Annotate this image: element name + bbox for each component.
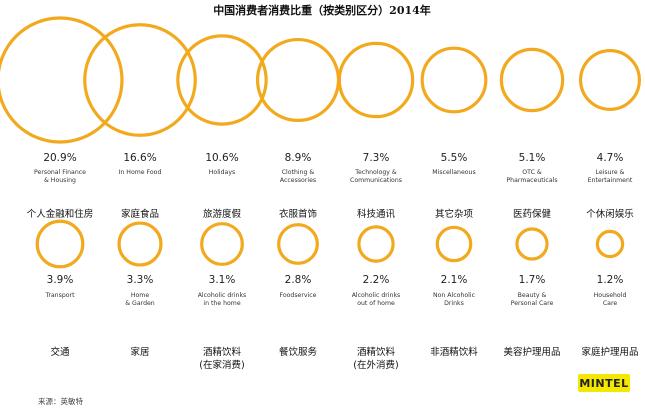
- bubble-5: [337, 41, 415, 119]
- value-label-4: 8.9%: [285, 152, 312, 164]
- category-label-en-16: Care: [603, 300, 618, 307]
- bubble-12: [277, 223, 319, 265]
- category-label-en-9: Transport: [44, 292, 75, 299]
- category-label-en-5: Communications: [350, 177, 402, 184]
- value-label-15: 1.7%: [519, 274, 546, 286]
- category-label-zh-1: 个人金融和住房: [27, 208, 94, 220]
- category-label-en-10: & Garden: [125, 300, 155, 307]
- bubble-16: [595, 229, 625, 259]
- category-label-en-3: Holidays: [209, 169, 235, 176]
- bubble-3: [176, 34, 268, 126]
- bubble-13: [357, 225, 395, 263]
- category-label-zh-16: 家庭护理用品: [581, 346, 638, 358]
- category-label-en-2: In Home Food: [119, 169, 162, 176]
- category-label-en-15: Personal Care: [511, 300, 554, 307]
- bubble-9: [35, 219, 85, 269]
- category-label-zh-8: 个休闲娱乐: [586, 208, 634, 220]
- value-label-13: 2.2%: [363, 274, 390, 286]
- value-label-11: 3.1%: [209, 274, 236, 286]
- category-label-zh-15: 美容护理用品: [503, 346, 560, 358]
- category-label-zh-9: 交通: [50, 346, 70, 358]
- mintel-logo-text: MINTEL: [579, 377, 628, 390]
- category-label-en-12: Foodservice: [279, 292, 316, 299]
- category-label-zh-11: (在家消费): [199, 359, 244, 371]
- category-label-zh-3: 旅游度假: [203, 208, 242, 220]
- category-label-en-7: Pharmaceuticals: [506, 177, 557, 184]
- bubble-1: [0, 16, 124, 144]
- category-label-zh-12: 餐饮服务: [279, 346, 318, 358]
- bubble-11: [200, 222, 244, 266]
- category-label-en-15: Beauty &: [518, 292, 547, 299]
- category-label-en-4: Clothing &: [282, 169, 315, 176]
- category-label-en-11: in the home: [203, 300, 240, 307]
- bubble-2: [83, 23, 197, 137]
- mintel-logo: MINTEL: [578, 374, 630, 392]
- bubble-6: [420, 46, 488, 114]
- bubble-7: [499, 47, 565, 113]
- category-label-en-10: Home: [131, 292, 149, 299]
- category-label-en-8: Leisure &: [595, 169, 624, 176]
- category-label-zh-11: 酒精饮料: [203, 346, 242, 358]
- value-label-6: 5.5%: [441, 152, 468, 164]
- category-label-zh-14: 非酒精饮料: [430, 346, 478, 358]
- category-label-zh-4: 衣服首饰: [279, 208, 317, 220]
- category-label-en-4: Accessories: [280, 177, 316, 184]
- category-label-en-11: Alcoholic drinks: [198, 292, 247, 299]
- bubble-10: [117, 221, 163, 267]
- category-label-en-16: Household: [594, 292, 627, 299]
- category-label-en-8: Entertainment: [588, 177, 633, 184]
- category-label-en-5: Technology &: [354, 169, 397, 176]
- category-label-en-1: & Housing: [44, 177, 76, 184]
- category-label-zh-10: 家居: [130, 346, 149, 358]
- category-label-en-1: Personal Finance: [34, 169, 86, 176]
- value-label-12: 2.8%: [285, 274, 312, 286]
- category-label-zh-5: 科技通讯: [357, 208, 396, 220]
- value-label-8: 4.7%: [597, 152, 624, 164]
- value-label-1: 20.9%: [43, 152, 76, 164]
- category-label-zh-6: 其它杂项: [435, 208, 474, 220]
- value-label-2: 16.6%: [123, 152, 156, 164]
- bubble-15: [515, 227, 549, 261]
- value-label-10: 3.3%: [127, 274, 154, 286]
- category-label-en-6: Miscellaneous: [432, 169, 475, 176]
- bubble-4: [255, 37, 341, 123]
- category-label-en-13: out of home: [357, 300, 395, 307]
- value-label-7: 5.1%: [519, 152, 546, 164]
- chart-title: 中国消费者消费比重（按类别区分）2014年: [213, 3, 431, 17]
- value-label-14: 2.1%: [441, 274, 468, 286]
- category-label-zh-13: 酒精饮料: [357, 346, 396, 358]
- category-label-zh-2: 家庭食品: [121, 208, 159, 220]
- value-label-3: 10.6%: [205, 152, 238, 164]
- value-label-9: 3.9%: [47, 274, 74, 286]
- category-label-zh-7: 医药保健: [513, 208, 552, 220]
- category-label-en-14: Non Alcoholic: [433, 292, 476, 299]
- category-label-zh-13: (在外消费): [353, 359, 398, 371]
- source-note: 来源：英敏特: [38, 396, 83, 406]
- category-label-en-7: OTC &: [522, 169, 542, 176]
- category-label-en-13: Alcoholic drinks: [352, 292, 401, 299]
- mintel-logo-badge: [578, 374, 630, 392]
- value-label-5: 7.3%: [363, 152, 390, 164]
- bubble-14: [435, 225, 473, 263]
- value-label-16: 1.2%: [597, 274, 624, 286]
- category-label-en-14: Drinks: [444, 300, 464, 307]
- bubble-8: [578, 48, 641, 111]
